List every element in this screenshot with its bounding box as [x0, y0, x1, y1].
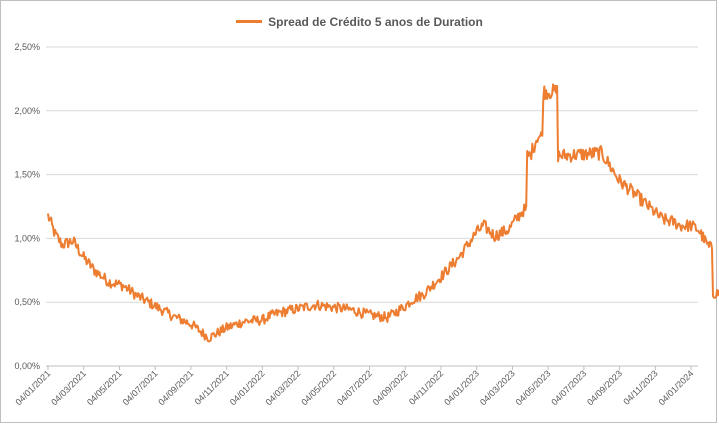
- y-axis: 0,00% 0,50% 1,00% 1,50% 2,00% 2,50%: [14, 42, 40, 371]
- data-point: [154, 305, 156, 307]
- x-tick-label: 04/09/2023: [585, 368, 624, 407]
- data-point: [601, 152, 603, 154]
- y-tick-label: 0,50%: [14, 297, 40, 307]
- legend-label: Spread de Crédito 5 anos de Duration: [268, 14, 483, 29]
- data-point: [494, 235, 496, 237]
- data-point: [137, 295, 139, 297]
- data-point: [172, 315, 174, 317]
- data-point: [122, 285, 124, 287]
- x-tick-label: 04/09/2022: [371, 368, 410, 407]
- data-point: [708, 247, 710, 249]
- data-point: [619, 180, 621, 182]
- x-tick-label: 04/11/2022: [407, 368, 445, 406]
- y-tick-label: 0,00%: [14, 361, 40, 371]
- data-point: [208, 337, 210, 339]
- data-point: [662, 219, 664, 221]
- x-tick-label: 04/01/2023: [442, 368, 481, 407]
- x-tick-label: 04/07/2021: [121, 368, 160, 407]
- y-tick-label: 1,50%: [14, 170, 40, 180]
- series-group: [47, 83, 719, 343]
- x-tick-label: 04/03/2021: [49, 368, 88, 407]
- gridlines: [46, 46, 698, 367]
- data-point: [297, 308, 299, 310]
- data-point: [530, 155, 532, 157]
- x-tick-label: 04/03/2023: [478, 368, 517, 407]
- data-point: [680, 225, 682, 227]
- data-point: [315, 304, 317, 306]
- data-point: [672, 221, 674, 223]
- data-point: [83, 257, 85, 259]
- data-point: [333, 307, 335, 309]
- data-point: [537, 136, 539, 138]
- y-tick-label: 1,00%: [14, 233, 40, 243]
- data-point: [547, 91, 549, 93]
- data-point: [412, 299, 414, 301]
- data-point: [655, 212, 657, 214]
- x-tick-label: 04/01/2024: [657, 368, 696, 407]
- data-point: [637, 196, 639, 198]
- x-tick-label: 04/11/2021: [193, 368, 231, 406]
- data-point: [515, 219, 517, 221]
- data-point: [508, 229, 510, 231]
- data-point: [72, 240, 74, 242]
- x-tick-label: 04/07/2023: [549, 368, 588, 407]
- data-point: [62, 244, 64, 246]
- data-point: [697, 229, 699, 231]
- data-point: [476, 231, 478, 233]
- y-tick-label: 2,00%: [14, 106, 40, 116]
- data-point: [244, 321, 246, 323]
- data-point: [458, 257, 460, 259]
- data-point: [715, 293, 717, 295]
- data-point: [190, 323, 192, 325]
- x-tick-label: 04/07/2022: [335, 368, 374, 407]
- data-point: [226, 327, 228, 329]
- x-tick-label: 04/05/2021: [85, 368, 124, 407]
- data-point: [94, 270, 96, 272]
- data-point: [351, 309, 353, 311]
- data-point: [565, 155, 567, 157]
- data-point: [690, 225, 692, 227]
- data-point: [369, 314, 371, 316]
- data-point: [279, 312, 281, 314]
- data-point: [47, 215, 49, 217]
- data-point: [583, 153, 585, 155]
- x-axis: 04/01/202104/03/202104/05/202104/07/2021…: [13, 366, 695, 407]
- data-point: [269, 315, 271, 317]
- data-point: [262, 319, 264, 321]
- data-point: [522, 210, 524, 212]
- x-tick-label: 04/11/2023: [621, 368, 659, 406]
- x-tick-label: 04/01/2021: [13, 368, 52, 407]
- y-tick-label: 2,50%: [14, 42, 40, 52]
- data-point: [108, 281, 110, 283]
- legend: Spread de Crédito 5 anos de Duration: [0, 14, 719, 29]
- data-point: [405, 305, 407, 307]
- data-point: [440, 276, 442, 278]
- data-point: [54, 234, 56, 236]
- x-tick-label: 04/05/2022: [299, 368, 338, 407]
- x-tick-label: 04/05/2023: [514, 368, 553, 407]
- legend-swatch: [236, 20, 263, 24]
- data-point: [422, 294, 424, 296]
- data-point: [483, 225, 485, 227]
- x-tick-label: 04/01/2022: [228, 368, 267, 407]
- x-tick-label: 04/03/2022: [264, 368, 303, 407]
- series-line-0: [47, 83, 719, 343]
- data-point: [387, 317, 389, 319]
- x-tick-label: 04/09/2021: [156, 368, 195, 407]
